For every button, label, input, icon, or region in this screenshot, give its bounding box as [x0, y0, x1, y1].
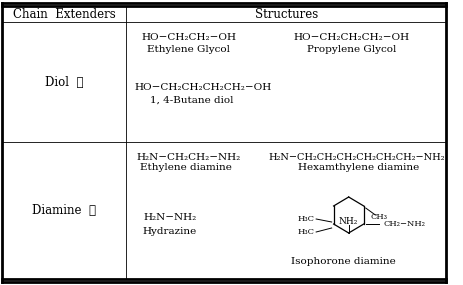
Text: H₃C: H₃C — [298, 215, 315, 223]
Text: H₂N−CH₂CH₂CH₂CH₂CH₂CH₂−NH₂: H₂N−CH₂CH₂CH₂CH₂CH₂CH₂−NH₂ — [268, 152, 444, 162]
Text: Hydrazine: Hydrazine — [143, 227, 197, 237]
Text: HO−CH₂CH₂CH₂−OH: HO−CH₂CH₂CH₂−OH — [294, 34, 410, 42]
Text: Diol  玕: Diol 玕 — [45, 76, 83, 89]
Text: HO−CH₂CH₂CH₂CH₂−OH: HO−CH₂CH₂CH₂CH₂−OH — [135, 84, 272, 93]
Text: H₃C: H₃C — [298, 228, 315, 236]
Text: HO−CH₂CH₂−OH: HO−CH₂CH₂−OH — [142, 34, 237, 42]
Text: 1, 4-Butane diol: 1, 4-Butane diol — [150, 95, 234, 105]
Text: Structures: Structures — [255, 9, 319, 21]
Text: Chain  Extenders: Chain Extenders — [13, 9, 115, 21]
Text: CH₃: CH₃ — [371, 213, 388, 221]
Text: H₂N−NH₂: H₂N−NH₂ — [143, 213, 196, 223]
Text: CH₂−NH₂: CH₂−NH₂ — [383, 220, 425, 228]
Text: Ethylene diamine: Ethylene diamine — [140, 164, 232, 172]
Text: Hexamthylene diamine: Hexamthylene diamine — [298, 164, 419, 172]
Text: Diamine  玕: Diamine 玕 — [32, 203, 96, 217]
Text: Propylene Glycol: Propylene Glycol — [307, 46, 396, 54]
Text: Ethylene Glycol: Ethylene Glycol — [148, 46, 231, 54]
Text: Isophorone diamine: Isophorone diamine — [292, 258, 396, 266]
Text: H₂N−CH₂CH₂−NH₂: H₂N−CH₂CH₂−NH₂ — [137, 152, 241, 162]
Text: NH₂: NH₂ — [339, 217, 358, 227]
